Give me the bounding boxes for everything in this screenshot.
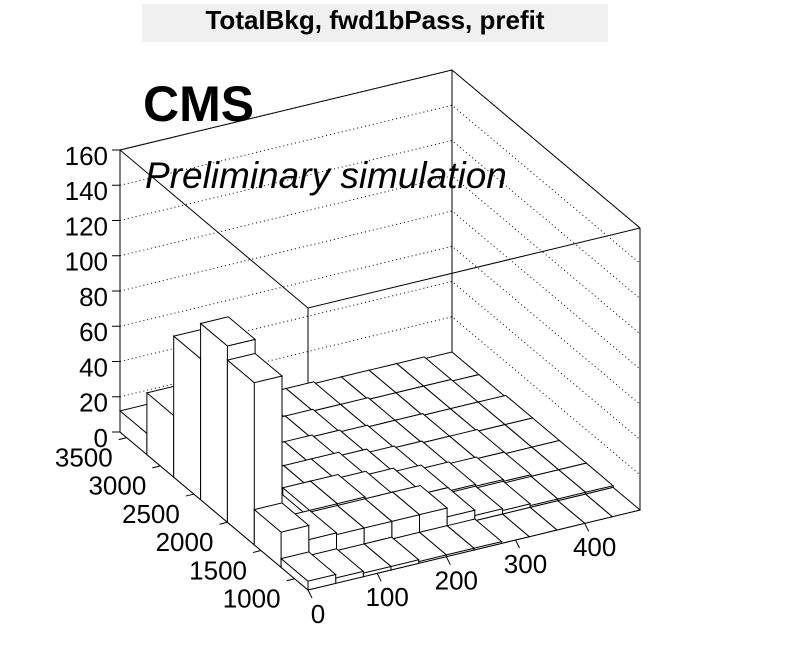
lego-bar bbox=[226, 352, 284, 546]
x-tick-label: 100 bbox=[365, 582, 408, 612]
y-tick-label: 2000 bbox=[156, 527, 214, 557]
x-tick bbox=[515, 539, 520, 549]
z-tick-label: 140 bbox=[65, 176, 108, 206]
y-tick bbox=[118, 437, 127, 441]
x-tick-label: 0 bbox=[311, 599, 325, 629]
y-tick bbox=[286, 578, 295, 582]
x-tick-label: 200 bbox=[435, 566, 478, 596]
z-tick-label: 40 bbox=[79, 352, 108, 382]
experiment-label: CMS bbox=[143, 76, 254, 132]
y-tick-label: 3500 bbox=[55, 443, 113, 473]
z-tick-label: 60 bbox=[79, 317, 108, 347]
x-tick bbox=[445, 556, 451, 565]
frame: 0 20 40 60 80 100 120 140 160 0 100 200 300 400 100015… bbox=[55, 69, 641, 629]
z-tick-label: 100 bbox=[65, 247, 108, 277]
y-tick-label: 2500 bbox=[122, 499, 180, 529]
y-tick-label: 1500 bbox=[189, 555, 247, 585]
y-tick bbox=[219, 521, 228, 525]
grid-line bbox=[119, 175, 641, 335]
y-tick bbox=[152, 465, 161, 469]
x-tick bbox=[307, 589, 313, 599]
lego-bar bbox=[253, 502, 310, 569]
plot-area bbox=[118, 316, 642, 592]
x-tick bbox=[584, 523, 590, 532]
y-tick bbox=[252, 550, 262, 553]
y-tick-label: 1000 bbox=[223, 584, 281, 614]
chart-title: TotalBkg, fwd1bPass, prefit bbox=[205, 5, 544, 35]
lego-bar bbox=[280, 551, 337, 592]
y-tick-label: 3000 bbox=[88, 471, 146, 501]
z-tick-label: 160 bbox=[65, 141, 108, 171]
status-label: Preliminary simulation bbox=[145, 155, 507, 196]
z-tick-label: 20 bbox=[79, 388, 108, 418]
x-tick-label: 300 bbox=[504, 549, 547, 579]
x-tick-label: 400 bbox=[573, 532, 616, 562]
z-tick-label: 80 bbox=[79, 282, 108, 312]
z-tick-label: 0 bbox=[94, 423, 108, 453]
x-tick bbox=[376, 573, 382, 582]
z-tick-label: 120 bbox=[65, 211, 108, 241]
title-box bbox=[142, 4, 608, 42]
y-tick bbox=[185, 493, 194, 497]
